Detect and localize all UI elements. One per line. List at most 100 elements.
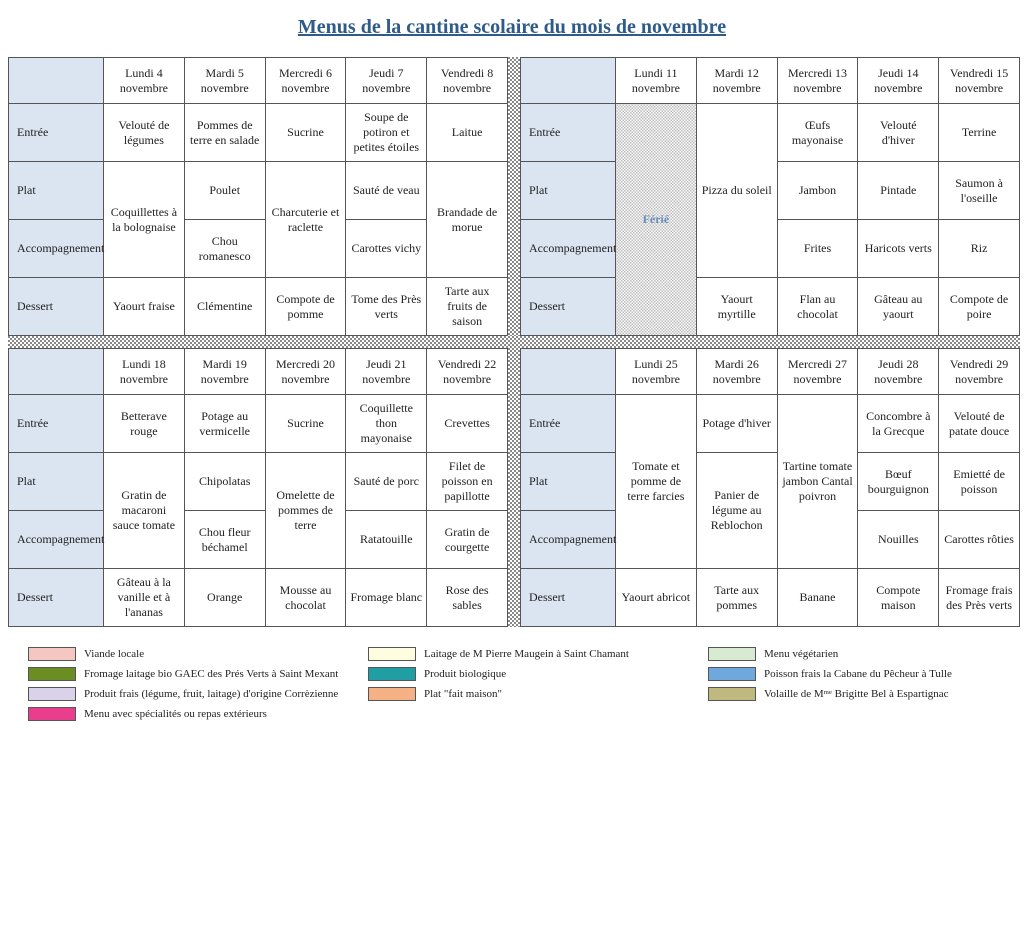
menu-cell: Jambon (777, 162, 858, 220)
row-label: Plat (521, 162, 616, 220)
menu-cell: Omelette de pommes de terre (265, 453, 346, 569)
row-label: Dessert (521, 278, 616, 336)
legend-label: Produit frais (légume, fruit, laitage) d… (84, 688, 338, 700)
menu-cell: Pizza du soleil (696, 104, 777, 278)
legend-swatch (708, 667, 756, 681)
legend-item: Poisson frais la Cabane du Pêcheur à Tul… (708, 667, 1024, 681)
row-label: Entrée (521, 104, 616, 162)
week-table-1: Lundi 4 novembreMardi 5 novembreMercredi… (8, 57, 508, 336)
menu-cell: Saumon à l'oseille (939, 162, 1020, 220)
legend-item: Menu végétarien (708, 647, 1024, 661)
corner-cell (9, 349, 104, 395)
day-header: Lundi 18 novembre (104, 349, 185, 395)
menu-cell: Yaourt abricot (616, 569, 697, 627)
day-header: Vendredi 29 novembre (939, 349, 1020, 395)
day-header: Mardi 26 novembre (696, 349, 777, 395)
menu-cell: Emietté de poisson (939, 453, 1020, 511)
row-label: Entrée (9, 395, 104, 453)
legend-item: Produit biologique (368, 667, 708, 681)
menu-cell: Compote maison (858, 569, 939, 627)
legend-item: Menu avec spécialités ou repas extérieur… (28, 707, 368, 721)
menu-cell: Fromage frais des Près verts (939, 569, 1020, 627)
corner-cell (521, 349, 616, 395)
week-table-4: Lundi 25 novembreMardi 26 novembreMercre… (520, 348, 1020, 627)
day-header: Vendredi 8 novembre (427, 58, 508, 104)
menu-cell: Betterave rouge (104, 395, 185, 453)
menu-cell: Gratin de courgette (427, 511, 508, 569)
legend-label: Produit biologique (424, 668, 506, 680)
menu-cell: Frites (777, 220, 858, 278)
menu-cell: Férié (616, 104, 697, 336)
legend-swatch (28, 667, 76, 681)
week-table: Lundi 11 novembreMardi 12 novembreMercre… (520, 57, 1020, 336)
day-header: Mercredi 27 novembre (777, 349, 858, 395)
menu-cell: Tarte aux pommes (696, 569, 777, 627)
menu-cell: Velouté d'hiver (858, 104, 939, 162)
menu-cell: Compote de poire (939, 278, 1020, 336)
week-table-2: Lundi 11 novembreMardi 12 novembreMercre… (520, 57, 1020, 336)
legend-swatch (28, 647, 76, 661)
legend-label: Menu végétarien (764, 648, 838, 660)
day-header: Mercredi 20 novembre (265, 349, 346, 395)
menu-cell: Carottes rôties (939, 511, 1020, 569)
menu-cell: Panier de légume au Reblochon (696, 453, 777, 569)
menu-cell: Soupe de potiron et petites étoiles (346, 104, 427, 162)
menu-cell: Œufs mayonaise (777, 104, 858, 162)
divider-vertical (508, 348, 520, 627)
row-label: Dessert (9, 278, 104, 336)
menu-cell: Sucrine (265, 395, 346, 453)
menu-cell: Poulet (184, 162, 265, 220)
divider-horizontal (8, 336, 1020, 348)
menu-cell: Rose des sables (427, 569, 508, 627)
menu-cell: Coquillette thon mayonaise (346, 395, 427, 453)
menu-cell: Clémentine (184, 278, 265, 336)
row-label: Dessert (521, 569, 616, 627)
week-table-3: Lundi 18 novembreMardi 19 novembreMercre… (8, 348, 508, 627)
legend-swatch (368, 667, 416, 681)
menu-cell: Tarte aux fruits de saison (427, 278, 508, 336)
legend-swatch (368, 647, 416, 661)
menu-cell: Tartine tomate jambon Cantal poivron (777, 395, 858, 569)
week-table: Lundi 25 novembreMardi 26 novembreMercre… (520, 348, 1020, 627)
day-header: Mardi 19 novembre (184, 349, 265, 395)
menu-cell: Tomate et pomme de terre farcies (616, 395, 697, 569)
menu-cell: Terrine (939, 104, 1020, 162)
menu-cell: Brandade de morue (427, 162, 508, 278)
menu-cell: Laitue (427, 104, 508, 162)
legend-item: Plat "fait maison" (368, 687, 708, 701)
menu-cell: Gâteau à la vanille et à l'ananas (104, 569, 185, 627)
row-label: Accompagnement (9, 220, 104, 278)
menu-cell: Orange (184, 569, 265, 627)
menu-cell: Compote de pomme (265, 278, 346, 336)
day-header: Jeudi 7 novembre (346, 58, 427, 104)
day-header: Jeudi 28 novembre (858, 349, 939, 395)
menu-cell: Banane (777, 569, 858, 627)
legend-item: Volaille de Mᵐᵉ Brigitte Bel à Espartign… (708, 687, 1024, 701)
day-header: Mardi 5 novembre (184, 58, 265, 104)
menu-cell: Ratatouille (346, 511, 427, 569)
row-label: Accompagnement (9, 511, 104, 569)
day-header: Mardi 12 novembre (696, 58, 777, 104)
menu-cell: Pintade (858, 162, 939, 220)
menu-cell: Sauté de porc (346, 453, 427, 511)
menu-cell: Sauté de veau (346, 162, 427, 220)
menu-cell: Flan au chocolat (777, 278, 858, 336)
menu-cell: Fromage blanc (346, 569, 427, 627)
legend-label: Poisson frais la Cabane du Pêcheur à Tul… (764, 668, 952, 680)
menu-cell: Nouilles (858, 511, 939, 569)
legend-item: Fromage laitage bio GAEC des Prés Verts … (28, 667, 368, 681)
menu-cell: Potage d'hiver (696, 395, 777, 453)
week-table: Lundi 18 novembreMardi 19 novembreMercre… (8, 348, 508, 627)
day-header: Lundi 11 novembre (616, 58, 697, 104)
day-header: Lundi 25 novembre (616, 349, 697, 395)
menu-cell: Sucrine (265, 104, 346, 162)
row-label: Plat (521, 453, 616, 511)
legend-label: Laitage de M Pierre Maugein à Saint Cham… (424, 648, 629, 660)
corner-cell (9, 58, 104, 104)
row-label: Plat (9, 453, 104, 511)
menu-cell: Yaourt myrtille (696, 278, 777, 336)
day-header: Mercredi 13 novembre (777, 58, 858, 104)
legend-swatch (28, 687, 76, 701)
legend-item: Produit frais (légume, fruit, laitage) d… (28, 687, 368, 701)
legend-label: Fromage laitage bio GAEC des Prés Verts … (84, 668, 338, 680)
